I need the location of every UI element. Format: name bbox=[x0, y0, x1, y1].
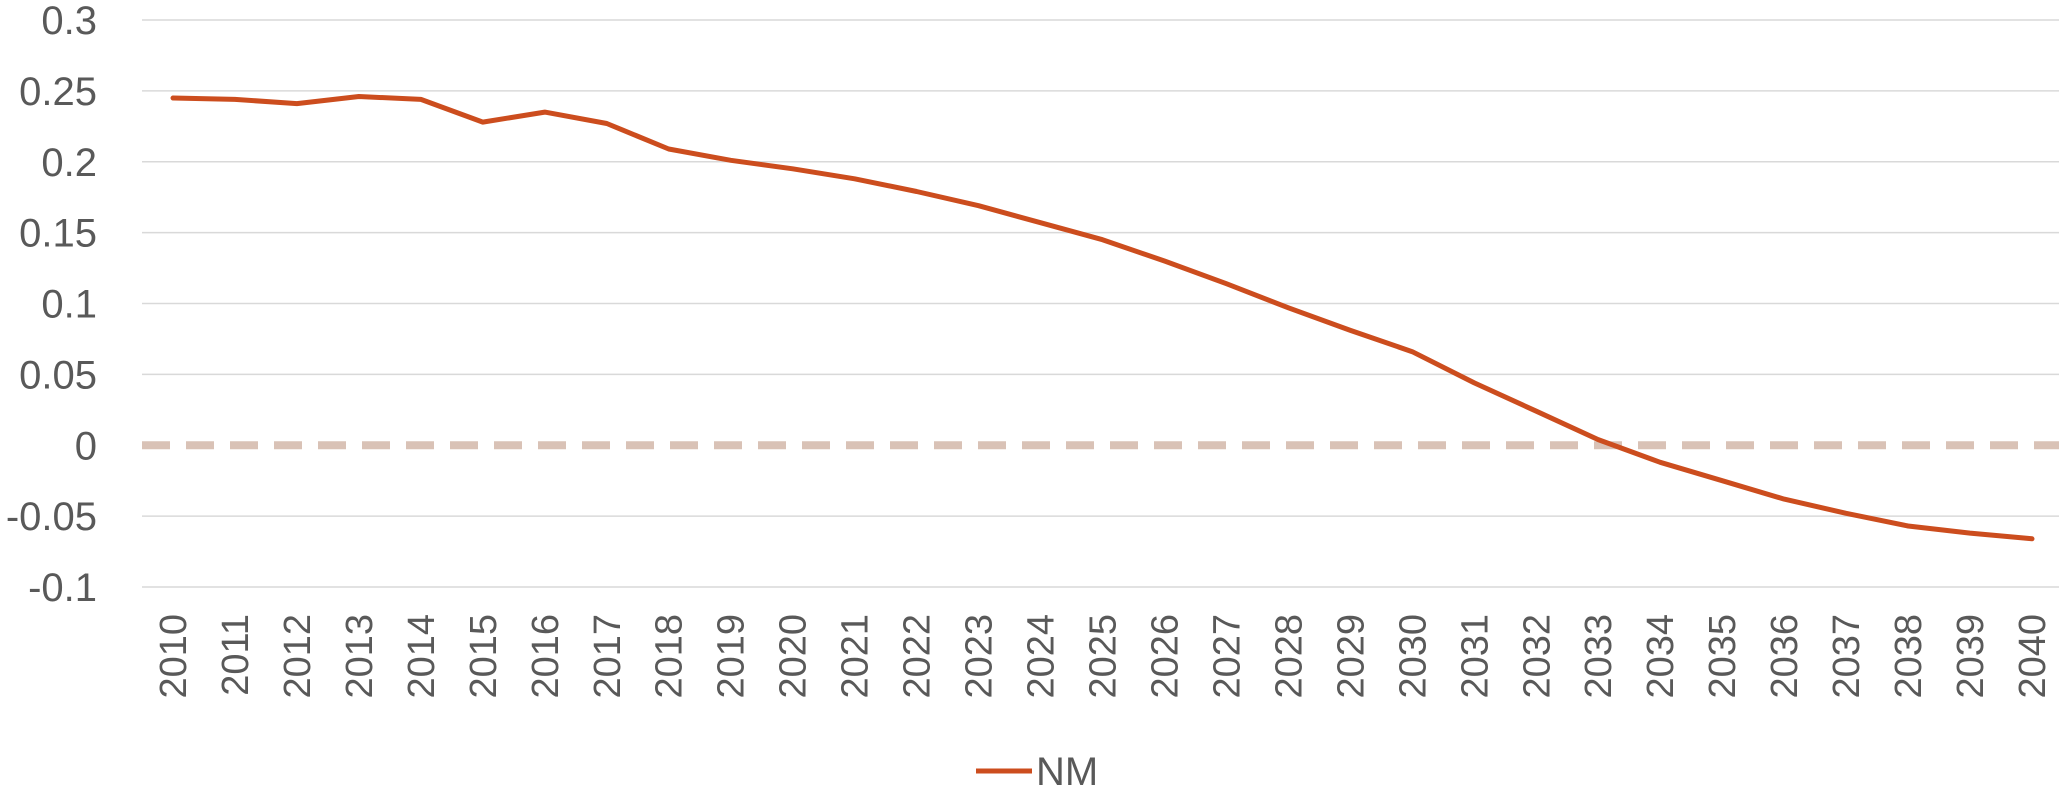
y-tick-label: 0 bbox=[75, 424, 97, 468]
y-tick-label: 0.15 bbox=[19, 212, 97, 256]
x-tick-label: 2014 bbox=[401, 614, 443, 699]
x-tick-label: 2015 bbox=[463, 614, 505, 699]
x-tick-label: 2016 bbox=[525, 614, 567, 699]
x-tick-label: 2026 bbox=[1144, 614, 1186, 699]
y-tick-label: -0.05 bbox=[6, 495, 97, 539]
y-tick-label: 0.05 bbox=[19, 353, 97, 397]
x-tick-label: 2024 bbox=[1021, 614, 1063, 699]
legend-label-nm: NM bbox=[1036, 750, 1098, 794]
x-tick-label: 2022 bbox=[897, 614, 939, 699]
x-tick-label: 2029 bbox=[1330, 614, 1372, 699]
gridlines bbox=[142, 19, 2059, 588]
x-tick-label: 2021 bbox=[835, 614, 877, 699]
x-tick-label: 2011 bbox=[215, 614, 257, 696]
x-tick-label: 2017 bbox=[587, 614, 629, 699]
y-tick-label: -0.1 bbox=[28, 566, 97, 610]
x-tick-label: 2023 bbox=[959, 614, 1001, 699]
y-tick-label: 0.3 bbox=[41, 0, 97, 43]
legend: NM bbox=[976, 750, 1098, 794]
x-tick-label: 2036 bbox=[1764, 614, 1806, 699]
x-tick-label: 2031 bbox=[1454, 614, 1496, 699]
x-tick-label: 2012 bbox=[277, 614, 319, 699]
y-tick-label: 0.1 bbox=[41, 283, 97, 327]
x-tick-label: 2032 bbox=[1516, 614, 1558, 699]
x-tick-label: 2013 bbox=[339, 614, 381, 699]
x-tick-label: 2034 bbox=[1640, 614, 1682, 699]
x-tick-label: 2040 bbox=[2012, 614, 2054, 699]
series-lines bbox=[170, 94, 2035, 542]
x-tick-label: 2028 bbox=[1268, 614, 1310, 699]
x-tick-label: 2039 bbox=[1950, 614, 1992, 699]
y-tick-label: 0.2 bbox=[41, 141, 97, 185]
x-tick-label: 2033 bbox=[1578, 614, 1620, 699]
x-tick-label: 2037 bbox=[1826, 614, 1868, 699]
series-line-nm bbox=[170, 94, 2035, 542]
x-tick-label: 2019 bbox=[711, 614, 753, 699]
x-tick-label: 2035 bbox=[1702, 614, 1744, 699]
x-axis-tick-labels: 2010 2011 2012 2013 2014 2015 2016 2017 2018 2019… bbox=[153, 614, 2054, 699]
x-tick-label: 2010 bbox=[153, 614, 195, 699]
x-tick-label: 2027 bbox=[1206, 614, 1248, 699]
x-tick-label: 2018 bbox=[649, 614, 691, 699]
y-axis-tick-labels: -0.1 -0.05 0 0.05 0.1 0.15 0.2 0.25 0.3 bbox=[6, 0, 97, 610]
y-tick-label: 0.25 bbox=[19, 70, 97, 114]
x-tick-label: 2025 bbox=[1083, 614, 1125, 699]
x-tick-label: 2020 bbox=[773, 614, 815, 699]
x-tick-label: 2038 bbox=[1888, 614, 1930, 699]
x-tick-label: 2030 bbox=[1392, 614, 1434, 699]
